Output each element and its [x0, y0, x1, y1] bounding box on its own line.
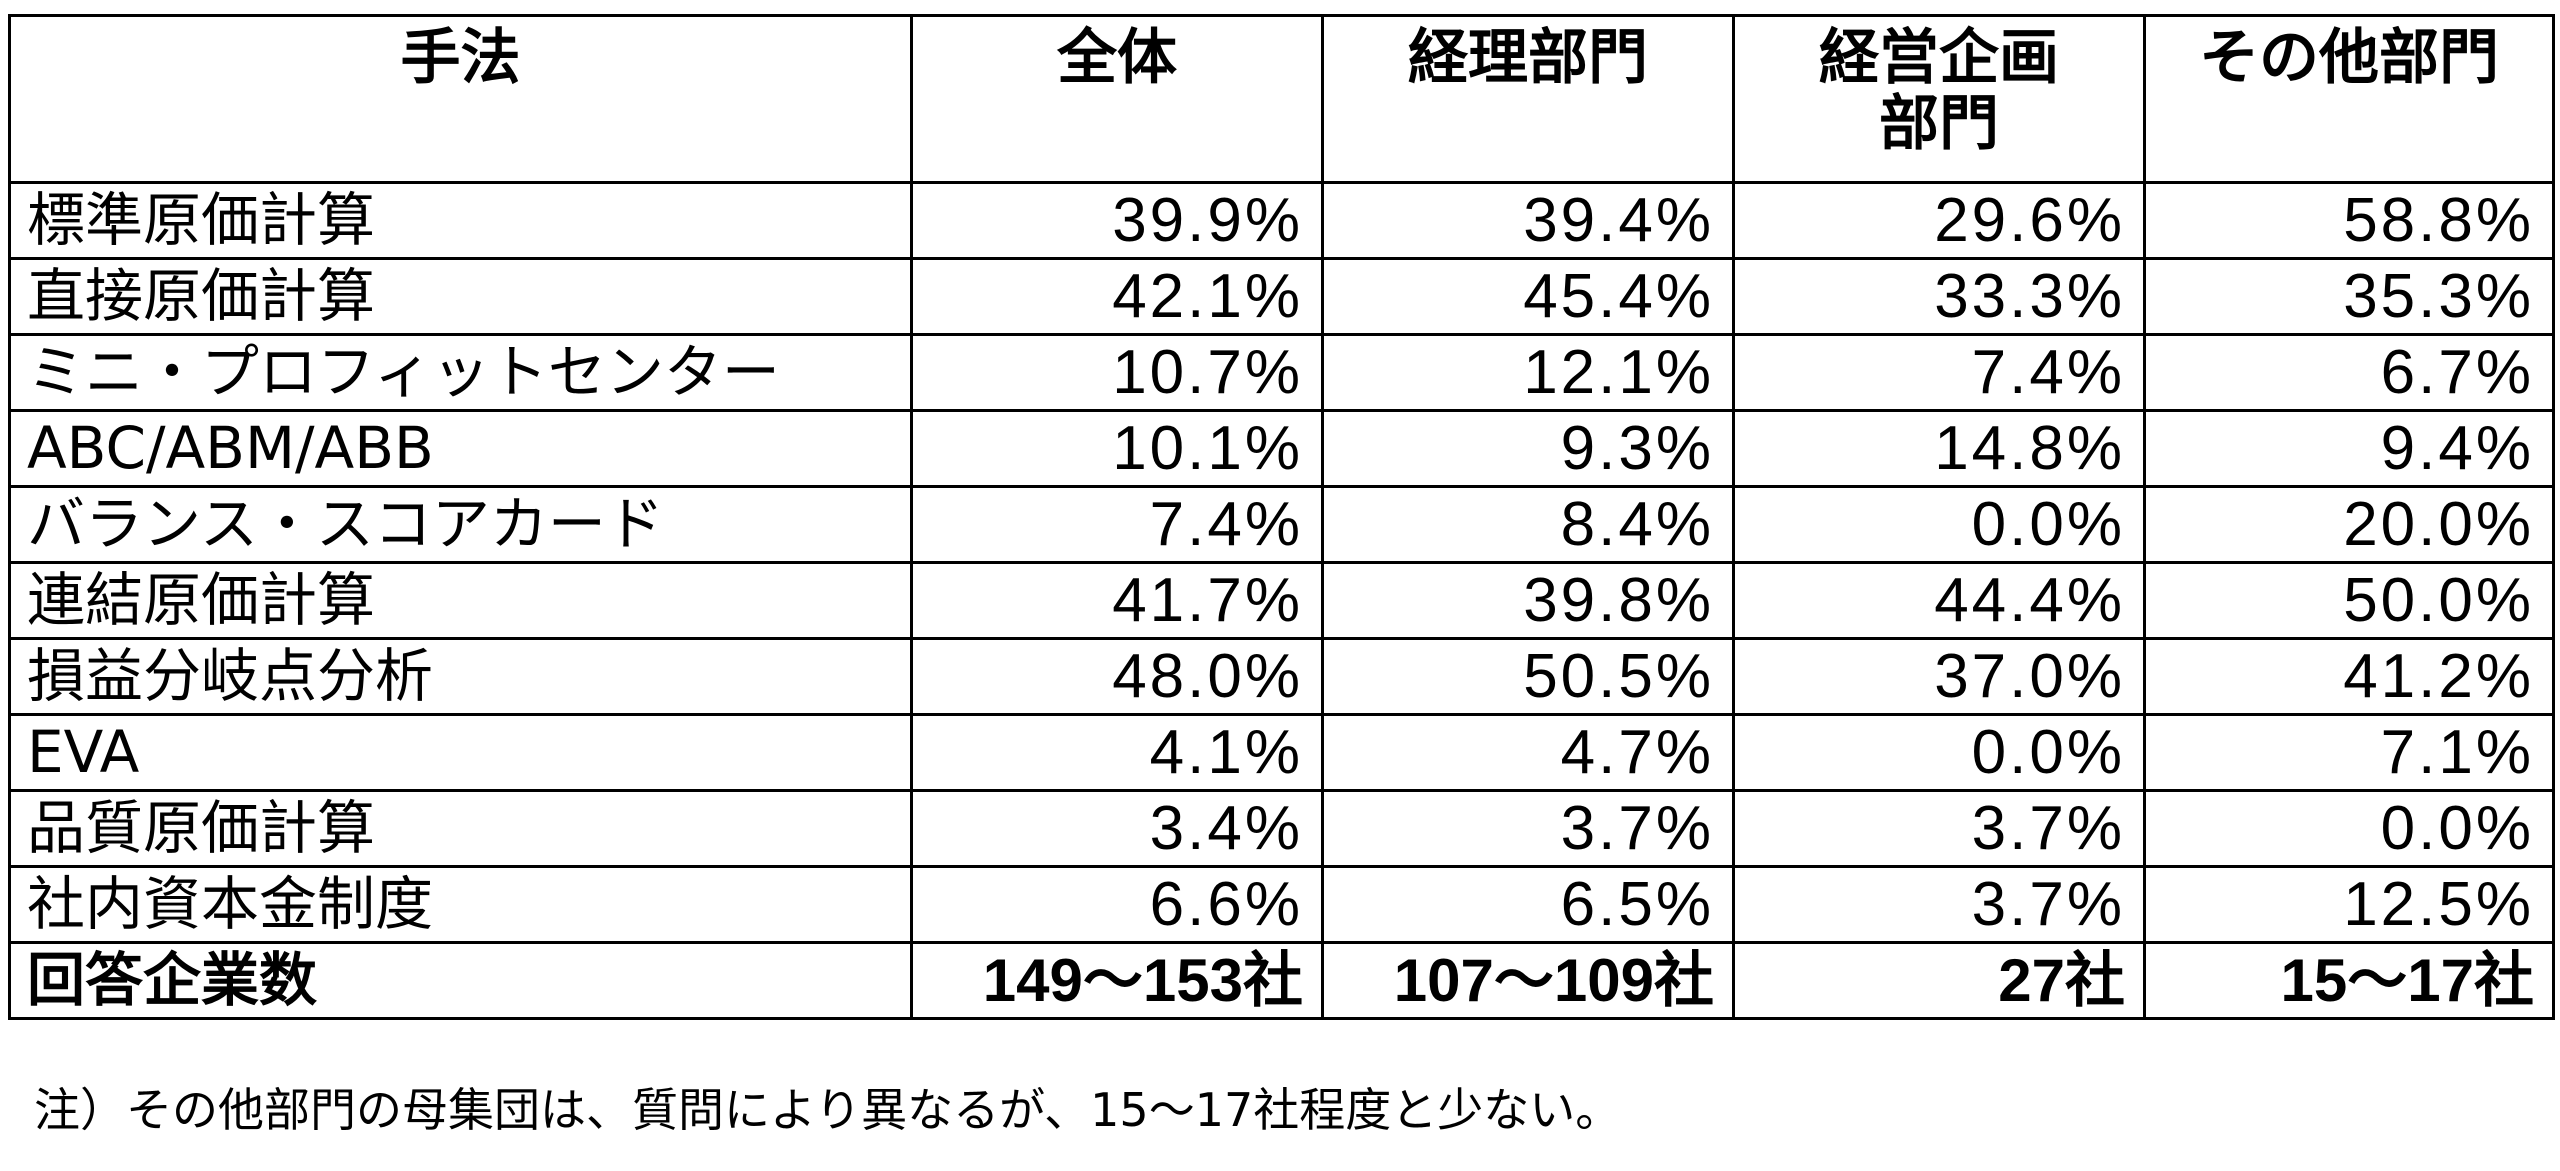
cell-accounting: 107～109社	[1321, 941, 1735, 1020]
table-header: 手法 全体 経理部門 経営企画 部門 その他部門	[8, 14, 2555, 184]
cell-method: 標準原価計算	[8, 181, 913, 260]
cell-all: 41.7%	[910, 561, 1324, 640]
table-row: ABC/ABM/ABB 10.1% 9.3% 14.8% 9.4%	[8, 409, 2555, 488]
cell-method: EVA	[8, 713, 913, 792]
cell-other: 41.2%	[2143, 637, 2555, 716]
cell-accounting: 39.4%	[1321, 181, 1735, 260]
cell-accounting: 6.5%	[1321, 865, 1735, 944]
header-accounting: 経理部門	[1321, 14, 1735, 184]
cell-planning: 33.3%	[1732, 257, 2146, 336]
cell-all: 3.4%	[910, 789, 1324, 868]
cell-method: 品質原価計算	[8, 789, 913, 868]
cell-all: 10.1%	[910, 409, 1324, 488]
table-row: 損益分岐点分析 48.0% 50.5% 37.0% 41.2%	[8, 637, 2555, 716]
cell-other: 58.8%	[2143, 181, 2555, 260]
cell-other: 9.4%	[2143, 409, 2555, 488]
header-all: 全体	[910, 14, 1324, 184]
cell-other: 20.0%	[2143, 485, 2555, 564]
survey-results-table: 手法 全体 経理部門 経営企画 部門 その他部門 標準原価計算 39.9% 39…	[8, 14, 2555, 1020]
table-row: ミニ・プロフィットセンター 10.7% 12.1% 7.4% 6.7%	[8, 333, 2555, 412]
cell-planning: 44.4%	[1732, 561, 2146, 640]
footnote: 注）その他部門の母集団は、質問により異なるが、15～17社程度と少ない。	[34, 1083, 1622, 1137]
cell-accounting: 9.3%	[1321, 409, 1735, 488]
header-method: 手法	[8, 14, 913, 184]
cell-other: 35.3%	[2143, 257, 2555, 336]
cell-all: 7.4%	[910, 485, 1324, 564]
header-planning-line1: 経営企画	[1819, 23, 2059, 93]
cell-planning: 3.7%	[1732, 865, 2146, 944]
cell-accounting: 8.4%	[1321, 485, 1735, 564]
cell-planning: 0.0%	[1732, 713, 2146, 792]
cell-other: 12.5%	[2143, 865, 2555, 944]
cell-planning: 27社	[1732, 941, 2146, 1020]
cell-method: 直接原価計算	[8, 257, 913, 336]
cell-planning: 7.4%	[1732, 333, 2146, 412]
cell-accounting: 50.5%	[1321, 637, 1735, 716]
cell-planning: 14.8%	[1732, 409, 2146, 488]
cell-all: 48.0%	[910, 637, 1324, 716]
cell-accounting: 4.7%	[1321, 713, 1735, 792]
cell-accounting: 12.1%	[1321, 333, 1735, 412]
table-row: バランス・スコアカード 7.4% 8.4% 0.0% 20.0%	[8, 485, 2555, 564]
table-row: 連結原価計算 41.7% 39.8% 44.4% 50.0%	[8, 561, 2555, 640]
cell-accounting: 45.4%	[1321, 257, 1735, 336]
cell-method: ABC/ABM/ABB	[8, 409, 913, 488]
cell-all: 39.9%	[910, 181, 1324, 260]
cell-other: 7.1%	[2143, 713, 2555, 792]
cell-other: 50.0%	[2143, 561, 2555, 640]
table-row: 社内資本金制度 6.6% 6.5% 3.7% 12.5%	[8, 865, 2555, 944]
header-other: その他部門	[2143, 14, 2555, 184]
header-planning: 経営企画 部門	[1732, 14, 2146, 184]
cell-accounting: 39.8%	[1321, 561, 1735, 640]
cell-planning: 0.0%	[1732, 485, 2146, 564]
cell-method: 連結原価計算	[8, 561, 913, 640]
table-row: EVA 4.1% 4.7% 0.0% 7.1%	[8, 713, 2555, 792]
cell-method: バランス・スコアカード	[8, 485, 913, 564]
cell-all: 6.6%	[910, 865, 1324, 944]
cell-method: 社内資本金制度	[8, 865, 913, 944]
cell-all: 4.1%	[910, 713, 1324, 792]
cell-method: 損益分岐点分析	[8, 637, 913, 716]
cell-planning: 29.6%	[1732, 181, 2146, 260]
header-row: 手法 全体 経理部門 経営企画 部門 その他部門	[8, 14, 2555, 184]
cell-accounting: 3.7%	[1321, 789, 1735, 868]
cell-planning: 37.0%	[1732, 637, 2146, 716]
table-row: 標準原価計算 39.9% 39.4% 29.6% 58.8%	[8, 181, 2555, 260]
table-body: 標準原価計算 39.9% 39.4% 29.6% 58.8% 直接原価計算 42…	[8, 181, 2555, 1020]
table-row-total: 回答企業数 149～153社 107～109社 27社 15～17社	[8, 941, 2555, 1020]
cell-other: 15～17社	[2143, 941, 2555, 1020]
cell-all: 10.7%	[910, 333, 1324, 412]
cell-method: 回答企業数	[8, 941, 913, 1020]
cell-all: 42.1%	[910, 257, 1324, 336]
table-row: 品質原価計算 3.4% 3.7% 3.7% 0.0%	[8, 789, 2555, 868]
survey-table-container: 手法 全体 経理部門 経営企画 部門 その他部門 標準原価計算 39.9% 39…	[8, 14, 2555, 1020]
table-row: 直接原価計算 42.1% 45.4% 33.3% 35.3%	[8, 257, 2555, 336]
header-planning-line2: 部門	[1879, 89, 1999, 159]
cell-other: 0.0%	[2143, 789, 2555, 868]
cell-planning: 3.7%	[1732, 789, 2146, 868]
cell-other: 6.7%	[2143, 333, 2555, 412]
cell-method: ミニ・プロフィットセンター	[8, 333, 913, 412]
cell-all: 149～153社	[910, 941, 1324, 1020]
